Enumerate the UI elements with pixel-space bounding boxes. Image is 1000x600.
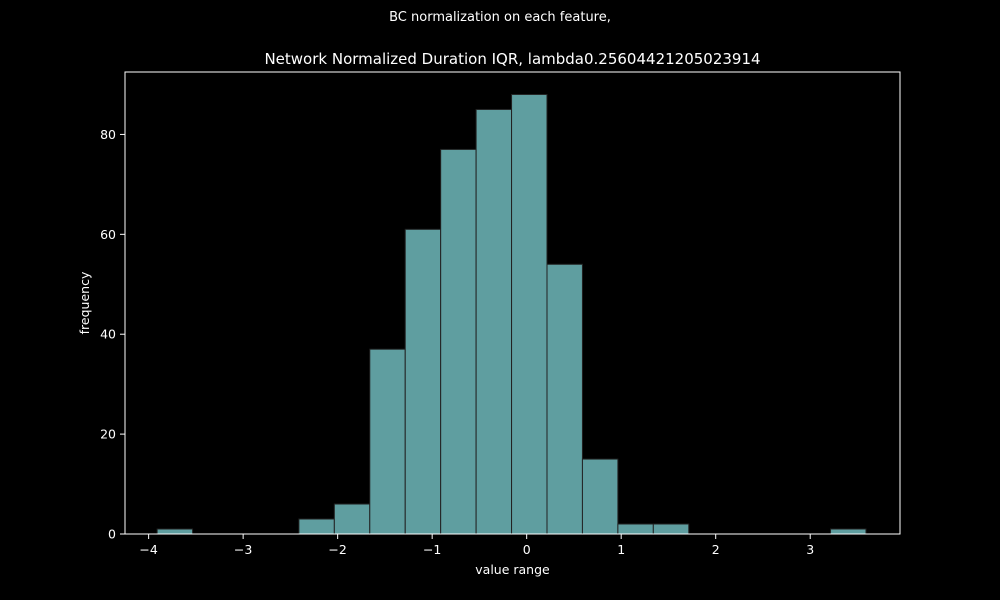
x-tick-label: −3	[234, 542, 252, 557]
y-tick-label: 80	[100, 127, 116, 142]
x-tick-label: −4	[139, 542, 157, 557]
y-tick-label: 0	[108, 527, 116, 542]
x-tick-label: 1	[617, 542, 625, 557]
x-tick-label: 0	[523, 542, 531, 557]
histogram-bar	[581, 458, 619, 535]
histogram-bar	[440, 148, 477, 535]
x-axis-label: value range	[475, 562, 550, 577]
histogram-bar	[652, 523, 690, 535]
figure-suptitle: BC normalization on each feature,	[389, 10, 611, 25]
histogram-bars	[156, 93, 867, 535]
histogram-bar	[511, 93, 548, 535]
plot-area-frame	[124, 71, 901, 535]
histogram-bar	[830, 528, 867, 535]
y-tick-label: 60	[100, 227, 116, 242]
x-tick-label: 2	[712, 542, 720, 557]
histogram-bar	[546, 263, 583, 535]
histogram-bar	[156, 528, 194, 535]
y-axis-ticks: 0 20 40 60 80	[100, 127, 125, 542]
histogram-bar	[298, 518, 335, 535]
y-tick-label: 20	[100, 427, 116, 442]
x-axis-ticks: −4 −3 −2 −1 0 1 2 3	[139, 534, 814, 557]
histogram-bar	[333, 503, 371, 535]
x-tick-label: −1	[423, 542, 441, 557]
y-axis-label: frequency	[77, 271, 92, 334]
histogram-bar	[617, 523, 654, 535]
histogram-bar	[475, 108, 513, 535]
chart-title: Network Normalized Duration IQR, lambda0…	[264, 50, 760, 68]
y-tick-label: 40	[100, 327, 116, 342]
x-tick-label: −2	[328, 542, 346, 557]
histogram-bar	[404, 228, 442, 535]
x-tick-label: 3	[806, 542, 814, 557]
histogram-bar	[369, 348, 406, 535]
